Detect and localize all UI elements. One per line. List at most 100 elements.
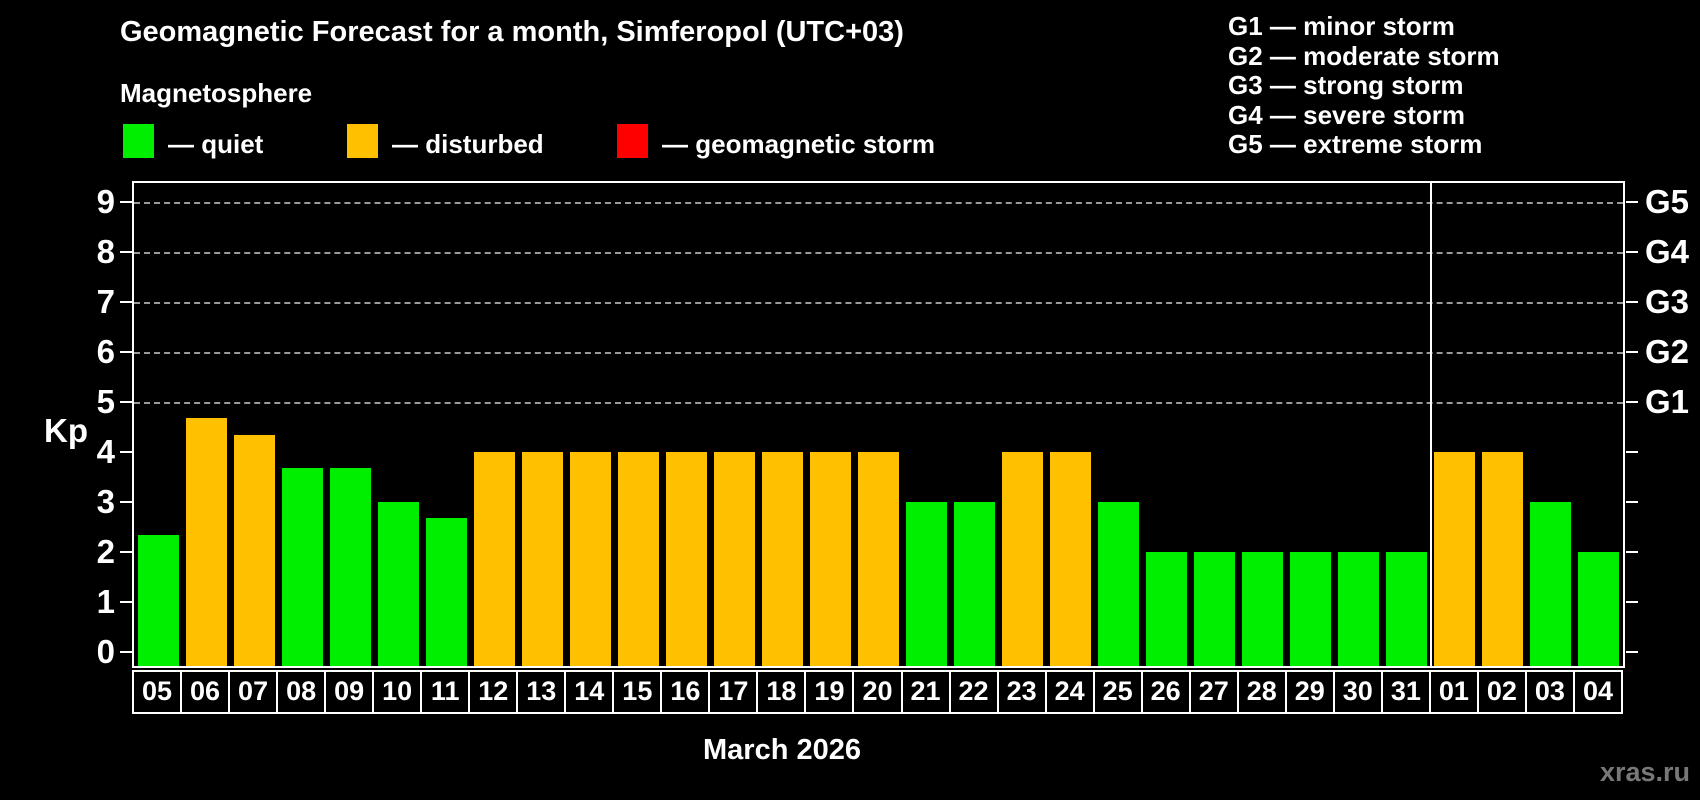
y-tick-left-5	[120, 400, 132, 403]
date-cell-29: 29	[1284, 670, 1335, 714]
date-cell-21: 21	[900, 670, 951, 714]
watermark-xras: xras.ru	[1599, 757, 1690, 787]
kp-bar-day-23	[1002, 451, 1044, 666]
date-cell-22: 22	[948, 670, 999, 714]
g-axis-label-G2: G2	[1645, 332, 1690, 370]
kp-bar-day-08	[281, 468, 323, 666]
date-cell-01: 01	[1428, 670, 1479, 714]
chart-plot-area	[132, 181, 1625, 668]
magnetosphere-label: Magnetosphere	[120, 78, 313, 108]
g-legend-line: G3 — strong storm	[1228, 70, 1464, 101]
y-tick-label-8: 8	[96, 232, 115, 270]
g-legend-line: G5 — extreme storm	[1228, 129, 1483, 160]
kp-bar-day-21	[906, 501, 948, 666]
g-legend-line: G2 — moderate storm	[1228, 40, 1500, 71]
date-cell-06: 06	[180, 670, 231, 714]
y-tick-left-4	[120, 450, 132, 453]
y-tick-label-1: 1	[96, 582, 115, 620]
kp-bar-day-16	[665, 451, 707, 666]
date-cell-24: 24	[1044, 670, 1095, 714]
g-axis-label-G5: G5	[1645, 182, 1690, 220]
date-cell-19: 19	[804, 670, 855, 714]
date-cell-10: 10	[372, 670, 423, 714]
gridline-kp-9	[134, 201, 1623, 204]
date-cell-18: 18	[756, 670, 807, 714]
date-cell-02: 02	[1476, 670, 1527, 714]
y-tick-label-6: 6	[96, 332, 115, 370]
date-cell-30: 30	[1332, 670, 1383, 714]
kp-bar-day-20	[857, 451, 899, 666]
y-tick-left-3	[120, 500, 132, 503]
kp-bar-day-17	[713, 451, 755, 666]
page-title: Geomagnetic Forecast for a month, Simfer…	[120, 16, 904, 48]
g-axis-label-G3: G3	[1645, 282, 1690, 320]
y-tick-label-0: 0	[96, 632, 115, 670]
kp-bar-day-25	[1098, 501, 1140, 666]
date-cell-12: 12	[468, 670, 519, 714]
date-cell-15: 15	[612, 670, 663, 714]
date-cell-13: 13	[516, 670, 567, 714]
y-tick-right-0	[1626, 650, 1638, 653]
y-tick-right-1	[1626, 600, 1638, 603]
storm-legend-label: — geomagnetic storm	[662, 129, 936, 159]
kp-bar-day-12	[473, 451, 515, 666]
y-tick-right-3	[1626, 500, 1638, 503]
gridline-kp-6	[134, 351, 1623, 354]
y-tick-left-8	[120, 250, 132, 253]
y-tick-right-7	[1626, 300, 1638, 303]
y-tick-right-4	[1626, 450, 1638, 453]
disturbed-legend-label: — disturbed	[392, 129, 544, 159]
kp-bar-day-28	[1242, 551, 1284, 666]
date-cell-14: 14	[564, 670, 615, 714]
date-cell-03: 03	[1524, 670, 1575, 714]
y-tick-label-3: 3	[96, 482, 115, 520]
date-cell-04: 04	[1572, 670, 1623, 714]
y-tick-right-5	[1626, 400, 1638, 403]
kp-bar-day-09	[329, 468, 371, 666]
g-legend-line: G1 — minor storm	[1228, 11, 1455, 41]
disturbed-legend-swatch	[347, 124, 378, 158]
date-cell-17: 17	[708, 670, 759, 714]
y-tick-left-2	[120, 550, 132, 553]
date-cell-11: 11	[420, 670, 471, 714]
kp-bar-day-13	[521, 451, 563, 666]
y-tick-right-2	[1626, 550, 1638, 553]
y-tick-left-1	[120, 600, 132, 603]
date-cell-31: 31	[1380, 670, 1431, 714]
kp-bar-day-22	[954, 501, 996, 666]
kp-bar-day-27	[1194, 551, 1236, 666]
kp-bar-day-14	[569, 451, 611, 666]
y-tick-right-9	[1626, 200, 1638, 203]
month-divider-line	[1429, 183, 1432, 666]
kp-bar-day-02	[1482, 451, 1524, 666]
g-axis-label-G4: G4	[1645, 232, 1690, 270]
g-scale-legend: G1 — minor storm G2 — moderate storm G3 — …	[1228, 11, 1500, 160]
month-caption: March 2026	[703, 734, 861, 766]
kp-bar-day-19	[809, 451, 851, 666]
date-cell-20: 20	[852, 670, 903, 714]
date-cell-16: 16	[660, 670, 711, 714]
kp-bar-day-11	[425, 518, 467, 666]
kp-bar-day-01	[1434, 451, 1476, 666]
date-cell-27: 27	[1188, 670, 1239, 714]
y-tick-label-2: 2	[96, 532, 115, 570]
kp-bar-day-30	[1338, 551, 1380, 666]
date-cell-09: 09	[324, 670, 375, 714]
kp-bar-day-03	[1530, 501, 1572, 666]
gridline-kp-7	[134, 301, 1623, 304]
y-tick-label-4: 4	[96, 432, 115, 470]
y-tick-left-0	[120, 650, 132, 653]
kp-bar-day-07	[233, 435, 275, 666]
date-cell-05: 05	[132, 670, 183, 714]
gridline-kp-8	[134, 251, 1623, 254]
kp-bar-day-04	[1578, 551, 1620, 666]
y-tick-label-9: 9	[96, 182, 115, 220]
g-legend-line: G4 — severe storm	[1228, 99, 1466, 130]
g-axis-label-G1: G1	[1645, 382, 1690, 420]
y-tick-label-5: 5	[96, 382, 115, 420]
storm-legend-swatch	[617, 124, 648, 158]
kp-bar-day-15	[617, 451, 659, 666]
y-tick-label-7: 7	[96, 282, 115, 320]
y-tick-left-6	[120, 350, 132, 353]
